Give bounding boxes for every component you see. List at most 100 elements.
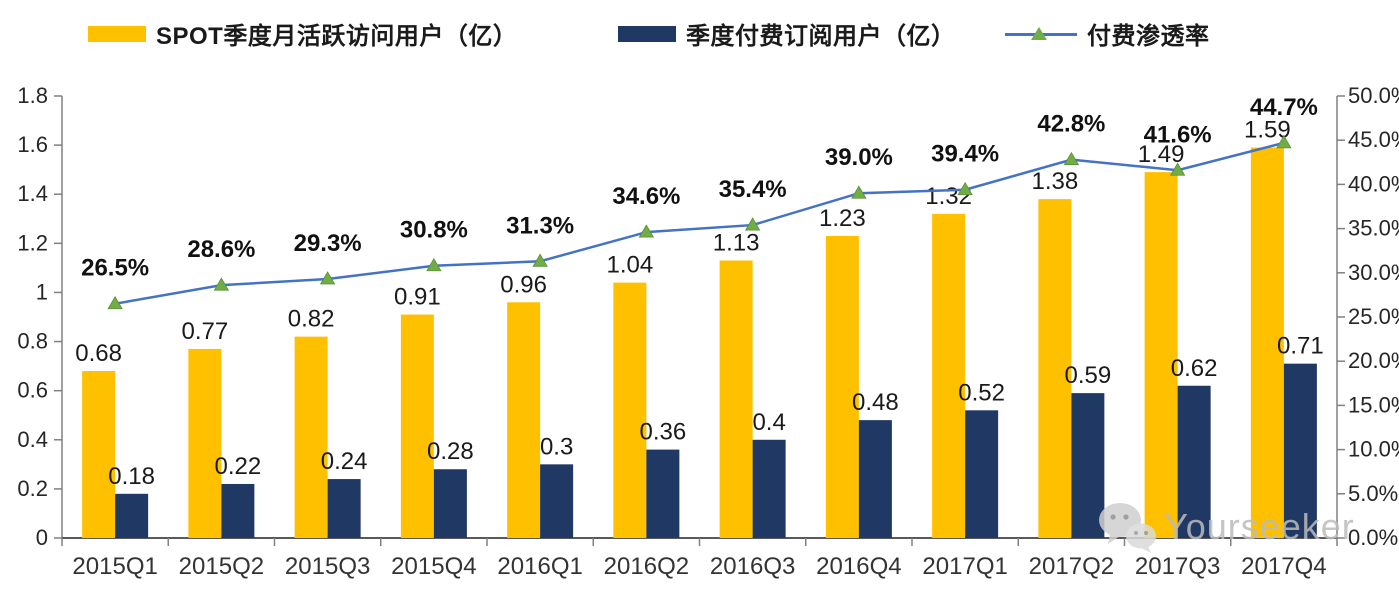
right-axis-tick-label: 5.0% [1348, 481, 1398, 506]
right-axis-tick-label: 0.0% [1348, 525, 1398, 550]
legend-item-mau: SPOT季度月活跃访问用户（亿） [88, 16, 517, 51]
x-axis-category-label: 2016Q1 [497, 553, 582, 580]
subscribers-bar [327, 479, 361, 538]
mau-value-label: 1.23 [819, 205, 866, 232]
mau-value-label: 1.04 [607, 252, 654, 279]
mau-value-label: 1.38 [1032, 168, 1079, 195]
subscribers-value-label: 0.4 [752, 409, 785, 436]
x-axis-category-label: 2017Q4 [1241, 553, 1326, 580]
penetration-marker [213, 277, 230, 291]
right-axis-tick-label: 50.0% [1348, 83, 1399, 108]
right-axis-tick-label: 25.0% [1348, 304, 1399, 329]
subscribers-bar [221, 483, 255, 538]
left-axis-tick-label: 1.8 [17, 83, 48, 108]
legend-label-subscribers: 季度付费订阅用户（亿） [686, 23, 956, 50]
penetration-value-label: 26.5% [81, 255, 149, 282]
mau-value-label: 1.49 [1138, 141, 1185, 168]
subscribers-value-label: 0.24 [321, 448, 368, 475]
penetration-value-label: 35.4% [719, 176, 787, 203]
mau-value-label: 0.91 [394, 284, 441, 311]
right-axis-tick-label: 35.0% [1348, 216, 1399, 241]
subscribers-bar [1071, 393, 1105, 538]
mau-bar [719, 260, 753, 538]
penetration-value-label: 31.3% [506, 212, 574, 239]
left-axis-tick-label: 0 [36, 525, 48, 550]
subscribers-value-label: 0.62 [1171, 355, 1218, 382]
right-axis-tick-label: 45.0% [1348, 127, 1399, 152]
mau-value-label: 0.96 [500, 271, 547, 298]
penetration-marker [957, 181, 973, 196]
mau-bar-swatch [88, 25, 146, 42]
penetration-value-label: 44.7% [1250, 94, 1318, 121]
penetration-value-label: 29.3% [294, 230, 362, 257]
x-axis-category-label: 2017Q3 [1135, 553, 1220, 580]
right-axis-tick-label: 10.0% [1348, 437, 1399, 462]
penetration-marker [1063, 151, 1080, 166]
penetration-value-label: 41.6% [1144, 121, 1212, 148]
mau-bar [1038, 199, 1072, 538]
legend-item-penetration: 付费渗透率 [1005, 16, 1210, 51]
mau-bar [188, 348, 222, 538]
subscribers-bar [1283, 363, 1317, 538]
penetration-value-label: 39.4% [931, 141, 999, 168]
subscribers-value-label: 0.3 [540, 433, 573, 460]
penetration-marker [532, 253, 548, 267]
mau-value-label: 1.13 [713, 230, 760, 257]
mau-bar [82, 371, 116, 538]
legend-label-mau: SPOT季度月活跃访问用户（亿） [156, 23, 518, 50]
penetration-line [114, 141, 1285, 305]
subscribers-value-label: 0.18 [108, 463, 155, 490]
left-axis-tick-label: 1 [36, 279, 48, 304]
subscribers-bar [858, 420, 892, 538]
subscribers-bar [752, 439, 786, 538]
subscribers-value-label: 0.52 [958, 379, 1005, 406]
left-axis-tick-label: 0.2 [17, 476, 48, 501]
penetration-marker [319, 271, 336, 285]
subscribers-value-label: 0.59 [1065, 362, 1112, 389]
right-axis-tick-label: 30.0% [1348, 260, 1399, 285]
penetration-marker [426, 257, 442, 272]
triangle-marker-icon [1031, 26, 1047, 40]
subscribers-bar [115, 493, 149, 538]
mau-value-label: 0.77 [182, 318, 229, 345]
mau-bar [1250, 147, 1284, 539]
mau-value-label: 0.68 [75, 340, 122, 367]
subscribers-bar-swatch [618, 25, 676, 42]
penetration-marker [1169, 162, 1186, 176]
subscribers-bar [965, 410, 999, 538]
penetration-marker [638, 224, 655, 238]
x-axis-category-label: 2015Q3 [285, 553, 370, 580]
penetration-line-swatch [1005, 26, 1077, 42]
x-axis-category-label: 2016Q3 [710, 553, 795, 580]
x-axis-category-label: 2016Q4 [816, 553, 901, 580]
legend-label-penetration: 付费渗透率 [1087, 23, 1210, 50]
subscribers-value-label: 0.48 [852, 389, 899, 416]
subscribers-value-label: 0.36 [640, 419, 687, 446]
subscribers-bar [433, 469, 467, 538]
mau-bar [613, 282, 647, 538]
penetration-value-label: 42.8% [1037, 111, 1105, 138]
penetration-marker [1276, 135, 1292, 149]
subscribers-value-label: 0.22 [215, 453, 262, 480]
right-axis-tick-label: 40.0% [1348, 171, 1399, 196]
mau-bar [294, 336, 328, 538]
x-axis-category-label: 2015Q1 [72, 553, 157, 580]
penetration-marker [851, 185, 867, 199]
x-axis-category-label: 2017Q2 [1029, 553, 1114, 580]
x-axis-category-label: 2015Q2 [179, 553, 264, 580]
penetration-value-label: 39.0% [825, 144, 893, 171]
x-axis-category-label: 2017Q1 [922, 553, 1007, 580]
mau-bar [400, 314, 434, 538]
penetration-value-label: 30.8% [400, 217, 468, 244]
left-axis-tick-label: 0.6 [17, 378, 48, 403]
left-axis-tick-label: 1.4 [17, 181, 48, 206]
penetration-marker [744, 217, 761, 231]
mau-bar [825, 235, 859, 538]
penetration-value-label: 28.6% [187, 236, 255, 263]
legend-item-subscribers: 季度付费订阅用户（亿） [618, 16, 956, 51]
mau-bar [932, 213, 966, 538]
subscribers-bar [1177, 385, 1211, 538]
right-axis-tick-label: 20.0% [1348, 348, 1399, 373]
